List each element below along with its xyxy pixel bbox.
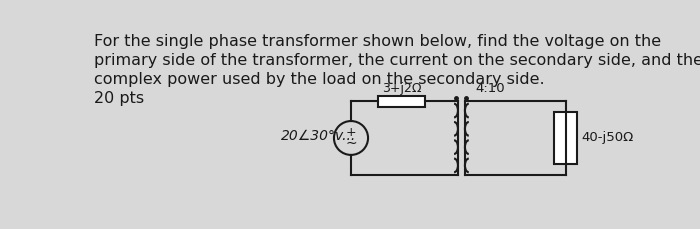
Text: ∼: ∼ xyxy=(345,136,357,150)
Text: complex power used by the load on the secondary side.: complex power used by the load on the se… xyxy=(94,72,545,87)
Bar xyxy=(378,96,425,107)
Text: 4:10: 4:10 xyxy=(475,82,505,95)
Text: 20 pts: 20 pts xyxy=(94,91,144,106)
Text: For the single phase transformer shown below, find the voltage on the: For the single phase transformer shown b… xyxy=(94,34,661,49)
Text: 20∠30°v...: 20∠30°v... xyxy=(281,129,356,143)
Text: primary side of the transformer, the current on the secondary side, and the: primary side of the transformer, the cur… xyxy=(94,53,700,68)
Text: +: + xyxy=(346,126,356,139)
Bar xyxy=(554,112,577,164)
Text: 3+j2Ω: 3+j2Ω xyxy=(382,82,421,95)
Text: 40-j50Ω: 40-j50Ω xyxy=(581,131,634,144)
